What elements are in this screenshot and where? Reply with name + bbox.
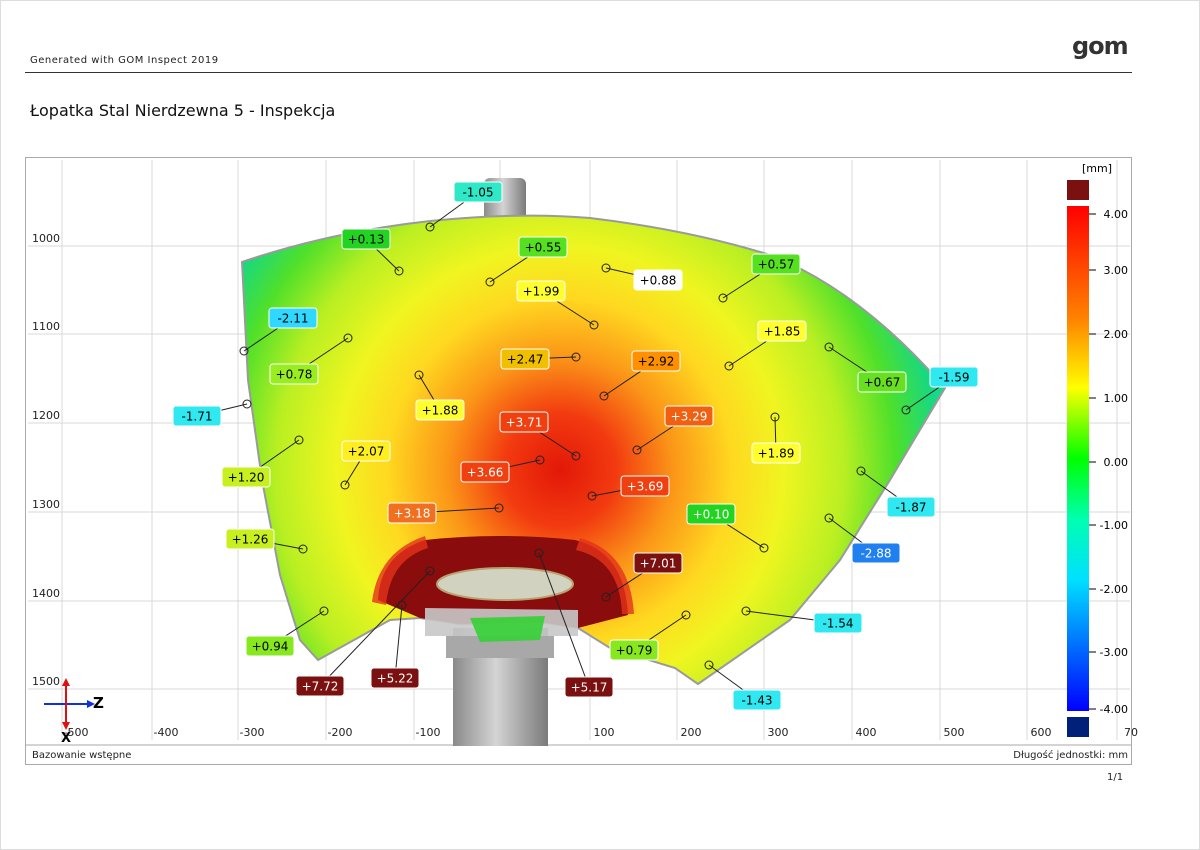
header-divider	[25, 72, 1132, 73]
gom-logo: gom	[1072, 32, 1129, 60]
generator-note: Generated with GOM Inspect 2019	[30, 55, 219, 66]
report-title: Łopatka Stal Nierdzewna 5 - Inspekcja	[30, 101, 336, 120]
triad-z-label: Z	[93, 694, 104, 712]
inspection-viewport[interactable]	[25, 157, 1132, 765]
triad-x-label: X	[61, 731, 72, 746]
alignment-note: Bazowanie wstępne	[32, 750, 132, 761]
page-number: 1/1	[1107, 772, 1124, 783]
colorbar-unit: [mm]	[1082, 162, 1113, 175]
unit-length-note: Długość jednostki: mm	[1013, 750, 1128, 761]
